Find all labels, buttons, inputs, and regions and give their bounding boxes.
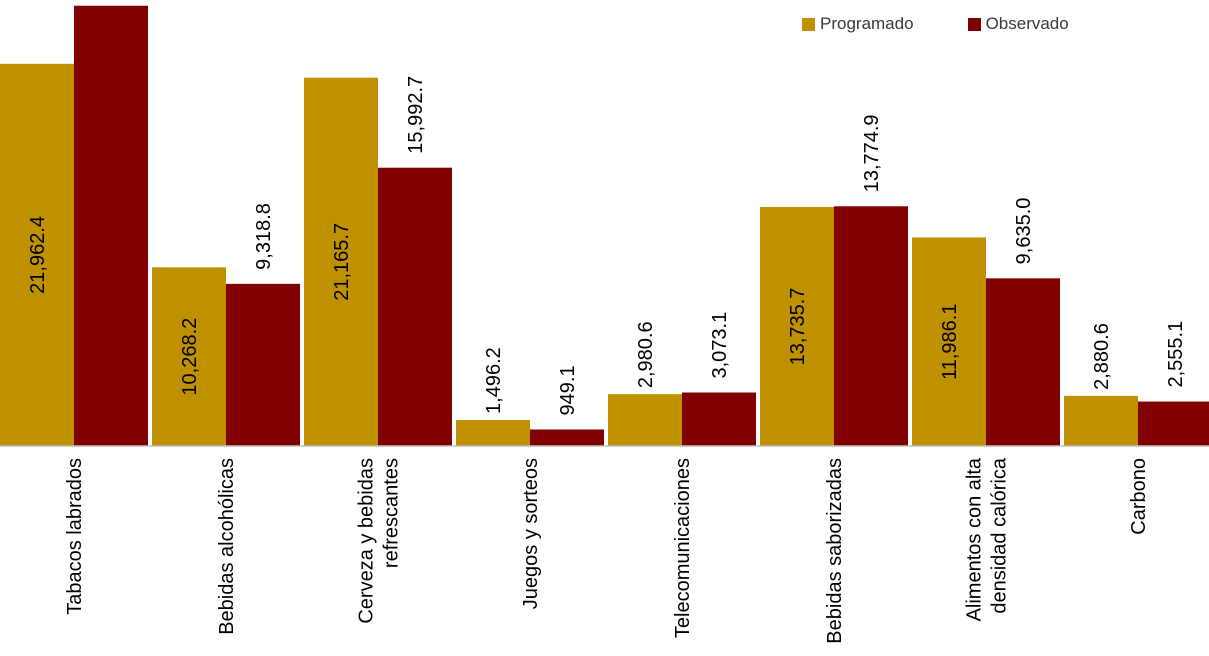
legend-label-observado: Observado	[985, 14, 1069, 33]
data-label-observado-6: 9,635.0	[1013, 198, 1035, 265]
bar-observado-6	[986, 278, 1060, 446]
category-label-6-1: densidad calórica	[989, 457, 1011, 614]
bar-programado-6	[912, 237, 986, 446]
category-label-2-1: refrescantes	[381, 458, 403, 568]
legend: Programado Observado	[802, 14, 1123, 34]
data-label-observado-1: 9,318.8	[253, 203, 275, 270]
bar-programado-4	[608, 394, 682, 446]
category-label-5: Bebidas saborizadas	[824, 458, 846, 644]
category-label-4: Telecomunicaciones	[672, 458, 694, 638]
legend-item-programado: Programado	[802, 14, 914, 34]
category-label-7: Carbono	[1128, 458, 1150, 535]
data-label-programado-1: 10,268.2	[179, 318, 201, 396]
legend-swatch-programado	[802, 17, 815, 31]
category-label-0: Tabacos labrados	[64, 458, 86, 615]
bar-observado-3	[530, 429, 604, 446]
category-label-1: Bebidas alcohólicas	[216, 458, 238, 635]
data-label-programado-2: 21,165.7	[331, 223, 353, 301]
bar-observado-0	[74, 5, 148, 447]
data-label-programado-6: 11,986.1	[939, 304, 961, 380]
bar-observado-7	[1138, 401, 1209, 446]
data-label-programado-3: 1,496.2	[483, 347, 505, 414]
category-label-3: Juegos y sorteos	[520, 458, 542, 609]
bar-programado-5	[760, 206, 834, 446]
bar-programado-1	[152, 267, 226, 446]
data-label-programado-4: 2,980.6	[635, 321, 657, 388]
bar-programado-2	[304, 77, 378, 447]
bar-programado-3	[456, 419, 530, 446]
data-label-observado-4: 3,073.1	[709, 312, 731, 379]
data-label-observado-3: 949.1	[557, 365, 579, 415]
data-label-programado-5: 13,735.7	[787, 288, 809, 366]
bar-observado-4	[682, 392, 756, 446]
category-label-2-0: Cerveza y bebidas	[356, 458, 378, 624]
category-label-6-0: Alimentos con alta	[964, 457, 986, 621]
data-label-programado-7: 2,880.6	[1091, 323, 1113, 390]
data-label-observado-2: 15,992.7	[405, 76, 427, 154]
bar-observado-5	[834, 206, 908, 446]
legend-swatch-observado	[967, 17, 981, 31]
bar-observado-1	[226, 283, 300, 446]
bar-programado-0	[0, 63, 74, 447]
data-label-observado-7: 2,555.1	[1165, 321, 1187, 388]
legend-item-observado: Observado	[967, 14, 1069, 34]
data-label-observado-5: 13,774.9	[861, 114, 883, 192]
legend-label-programado: Programado	[820, 14, 914, 33]
bar-observado-2	[378, 167, 452, 446]
data-label-programado-0: 21,962.4	[27, 216, 49, 294]
bar-programado-7	[1064, 395, 1138, 446]
